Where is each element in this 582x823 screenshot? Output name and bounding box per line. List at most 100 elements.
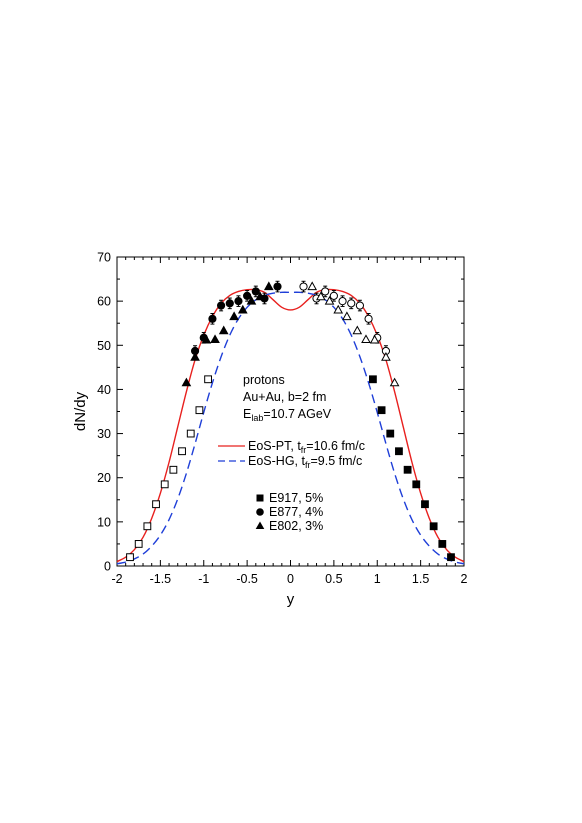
y-tick-label: 70 bbox=[97, 251, 111, 265]
legend-eos-hg-main: EoS-HG, t bbox=[248, 454, 305, 468]
point-e877 bbox=[321, 287, 330, 296]
point-e802 bbox=[246, 295, 257, 305]
point-e917 bbox=[195, 406, 204, 415]
point-e917 bbox=[369, 375, 377, 384]
point-e802 bbox=[190, 351, 200, 361]
point-e877 bbox=[273, 282, 282, 291]
point-e917 bbox=[438, 540, 447, 548]
legend-marker-square bbox=[256, 494, 264, 502]
point-e802 bbox=[263, 281, 274, 291]
x-tick-label: 1.5 bbox=[412, 572, 429, 586]
legend-label-e917: E917, 5% bbox=[269, 491, 323, 505]
point-e877 bbox=[355, 301, 364, 310]
point-e802 bbox=[369, 334, 380, 344]
point-e802 bbox=[316, 291, 326, 301]
point-e802 bbox=[255, 291, 265, 301]
legend-label-eos-hg: EoS-HG, tfr=9.5 fm/c bbox=[248, 454, 362, 470]
annotation-line-2: Au+Au, b=2 fm bbox=[243, 390, 326, 404]
data-points bbox=[126, 280, 455, 562]
point-e917 bbox=[395, 447, 403, 456]
legend-marker-triangle bbox=[255, 521, 265, 529]
point-e917 bbox=[377, 406, 386, 415]
y-tick-label: 0 bbox=[104, 560, 111, 574]
annotation-line-3-main: E bbox=[243, 407, 251, 421]
x-tick-label: 1 bbox=[374, 572, 381, 586]
annotation-line-3-rest: =10.7 AGeV bbox=[263, 407, 331, 421]
y-tick-label: 60 bbox=[97, 295, 111, 309]
point-e802 bbox=[361, 334, 371, 344]
y-tick-label: 50 bbox=[97, 339, 111, 353]
point-e917 bbox=[447, 553, 455, 562]
legend-label-e877: E877, 4% bbox=[269, 505, 323, 519]
x-tick-label: -1.5 bbox=[150, 572, 172, 586]
legend-eos-pt-main: EoS-PT, t bbox=[248, 439, 301, 453]
point-e917 bbox=[421, 500, 429, 509]
point-e917 bbox=[204, 375, 212, 384]
curve-eos-pt bbox=[116, 288, 465, 563]
point-e802 bbox=[218, 325, 229, 335]
model-curves bbox=[116, 288, 465, 565]
legend-eos-pt-rest: =10.6 fm/c bbox=[306, 439, 365, 453]
point-e802 bbox=[333, 304, 344, 314]
x-tick-label: -1 bbox=[198, 572, 209, 586]
x-tick-label: 0 bbox=[287, 572, 294, 586]
point-e877 bbox=[329, 291, 338, 300]
point-e802 bbox=[307, 281, 318, 291]
x-axis-title: y bbox=[287, 591, 295, 608]
legend-marker-circle bbox=[256, 508, 264, 516]
point-e877 bbox=[364, 314, 373, 323]
point-e802 bbox=[381, 351, 391, 361]
legend-label-e802: E802, 3% bbox=[269, 519, 323, 533]
point-e802 bbox=[237, 304, 248, 314]
point-e802 bbox=[181, 377, 192, 387]
point-e917 bbox=[126, 553, 134, 562]
y-tick-label: 30 bbox=[97, 427, 111, 441]
point-e802 bbox=[210, 334, 220, 344]
point-e877 bbox=[208, 314, 217, 323]
point-e917 bbox=[429, 522, 438, 531]
point-e802 bbox=[324, 295, 335, 305]
legend-eos-hg-sub: fr bbox=[305, 460, 311, 470]
point-e877 bbox=[225, 299, 234, 308]
point-e802 bbox=[352, 325, 363, 335]
x-tick-label: -2 bbox=[111, 572, 122, 586]
y-tick-label: 10 bbox=[97, 515, 111, 529]
curve-eos-hg bbox=[116, 291, 465, 565]
point-e917 bbox=[134, 540, 143, 548]
x-tick-label: 0.5 bbox=[325, 572, 342, 586]
annotation-line-1: protons bbox=[243, 373, 285, 387]
axis-ticks bbox=[116, 256, 465, 567]
point-e917 bbox=[160, 480, 169, 489]
point-e877 bbox=[234, 297, 243, 306]
point-e802 bbox=[389, 377, 400, 387]
point-e877 bbox=[251, 287, 260, 296]
x-tick-label: -0.5 bbox=[236, 572, 258, 586]
point-e917 bbox=[143, 522, 152, 531]
legend-eos-pt-sub: fr bbox=[301, 445, 307, 455]
point-e917 bbox=[386, 429, 395, 438]
y-axis-title: dN/dy bbox=[72, 391, 89, 431]
curve-legend: EoS-PT, tfr=10.6 fm/c EoS-HG, tfr=9.5 fm… bbox=[218, 439, 365, 470]
point-e877 bbox=[243, 291, 252, 300]
x-tick-label: 2 bbox=[461, 572, 468, 586]
legend-label-eos-pt: EoS-PT, tfr=10.6 fm/c bbox=[248, 439, 365, 455]
point-e917 bbox=[178, 447, 186, 456]
point-e877 bbox=[299, 282, 308, 291]
point-e917 bbox=[403, 465, 412, 474]
annotation-line-3-sub: lab bbox=[251, 413, 263, 423]
point-e877 bbox=[338, 297, 347, 306]
y-tick-label: 40 bbox=[97, 383, 111, 397]
point-e877 bbox=[217, 301, 226, 310]
point-e802 bbox=[229, 311, 239, 321]
point-e917 bbox=[169, 465, 178, 474]
point-e917 bbox=[186, 429, 195, 438]
y-tick-label: 20 bbox=[97, 471, 111, 485]
annotation-block: protons Au+Au, b=2 fm Elab=10.7 AGeV bbox=[243, 373, 332, 423]
point-e802 bbox=[342, 311, 352, 321]
annotation-line-3: Elab=10.7 AGeV bbox=[243, 407, 332, 423]
point-e802 bbox=[201, 334, 212, 344]
legend-eos-hg-rest: =9.5 fm/c bbox=[310, 454, 362, 468]
point-e917 bbox=[412, 480, 421, 489]
